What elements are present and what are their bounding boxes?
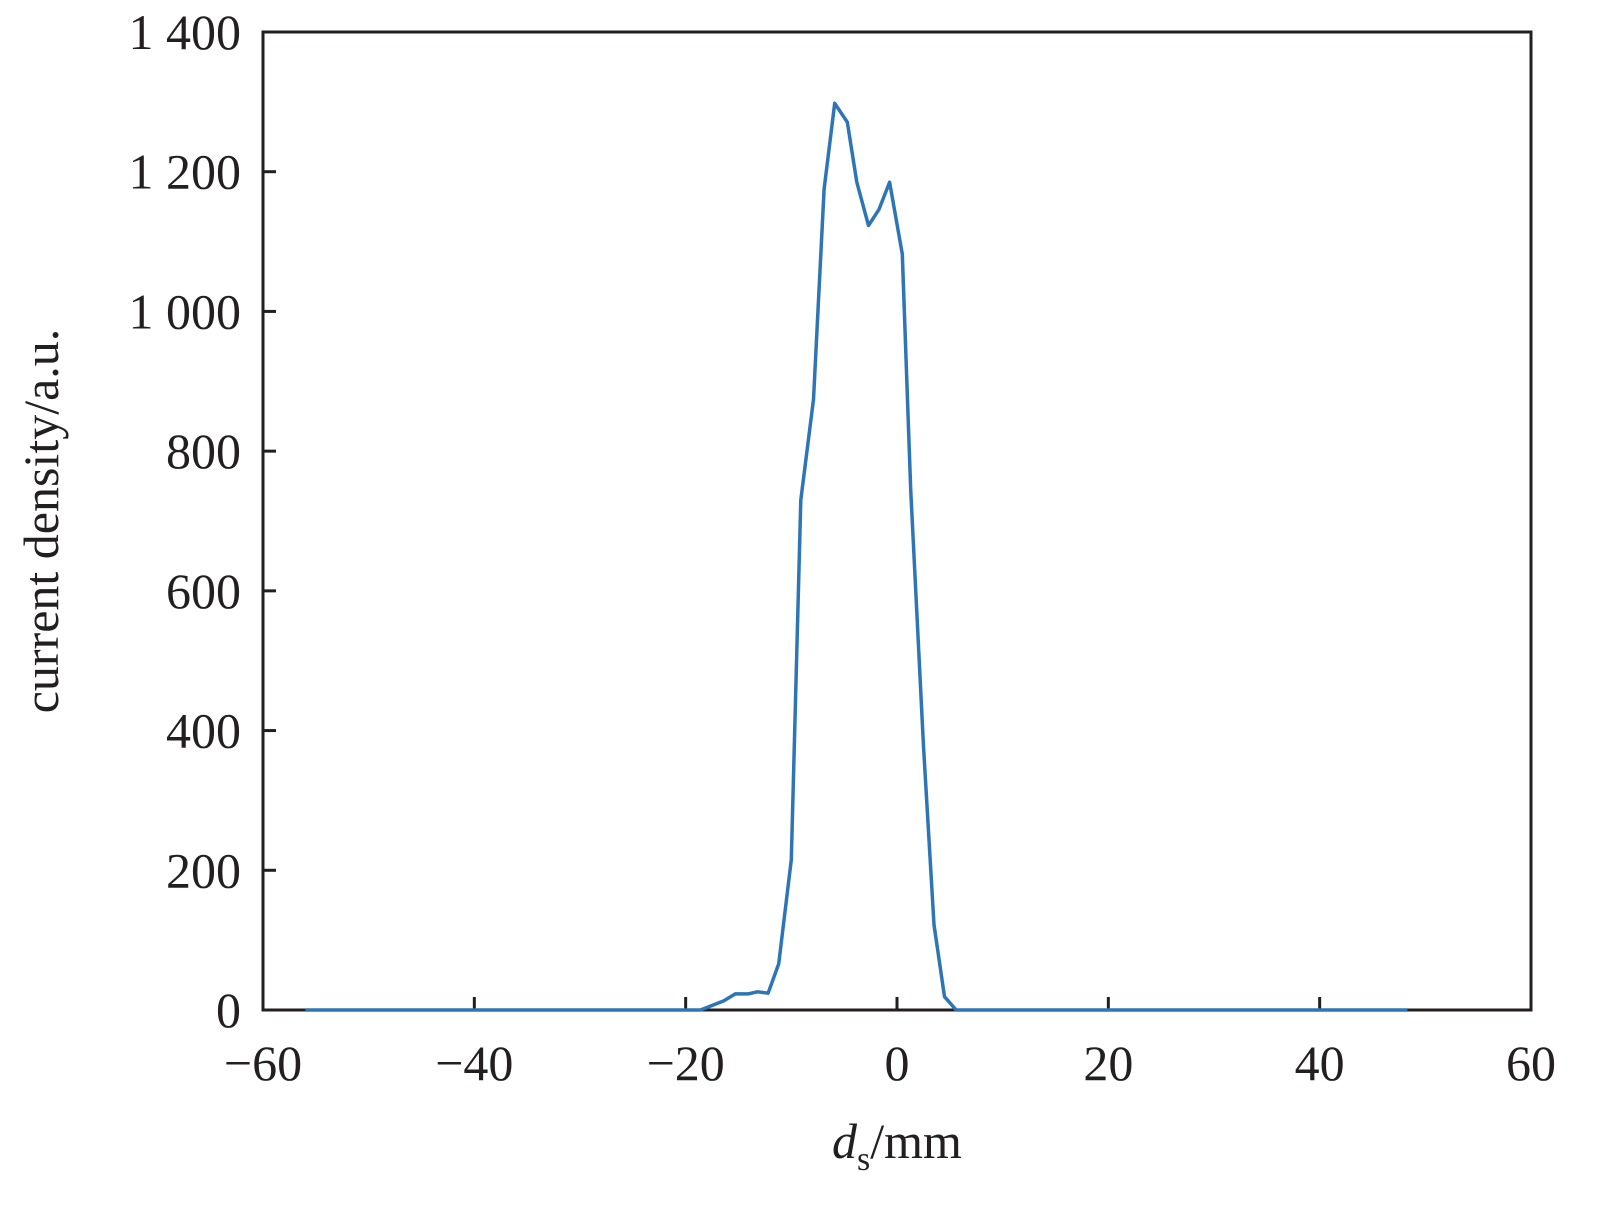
x-tick-label: 40 xyxy=(1295,1035,1345,1091)
y-tick-label: 600 xyxy=(166,563,241,619)
series-line xyxy=(305,101,1408,1012)
x-tick-label: 0 xyxy=(885,1035,910,1091)
x-tick-label: −60 xyxy=(224,1035,302,1091)
y-axis-label: current density/a.u. xyxy=(13,329,69,714)
y-tick-label: 1 400 xyxy=(129,4,242,60)
plot-frame xyxy=(261,30,1533,1012)
x-tick-label: −20 xyxy=(647,1035,725,1091)
y-tick-label: 1 000 xyxy=(129,283,242,339)
x-tick-label: 60 xyxy=(1506,1035,1556,1091)
y-tick-label: 0 xyxy=(216,982,241,1038)
y-axis-ticks: 0 200 400 600 800 1 000 1 200 1 400 xyxy=(129,4,276,1038)
y-tick-label: 200 xyxy=(166,842,241,898)
y-tick-label: 800 xyxy=(166,423,241,479)
y-tick-label: 400 xyxy=(166,703,241,759)
x-axis-label: ds/mm xyxy=(832,1113,962,1178)
x-tick-label: −40 xyxy=(435,1035,513,1091)
x-tick-label: 20 xyxy=(1083,1035,1133,1091)
y-tick-label: 1 200 xyxy=(129,144,242,200)
x-axis-ticks: −60 −40 −20 0 20 40 60 xyxy=(224,997,1556,1091)
